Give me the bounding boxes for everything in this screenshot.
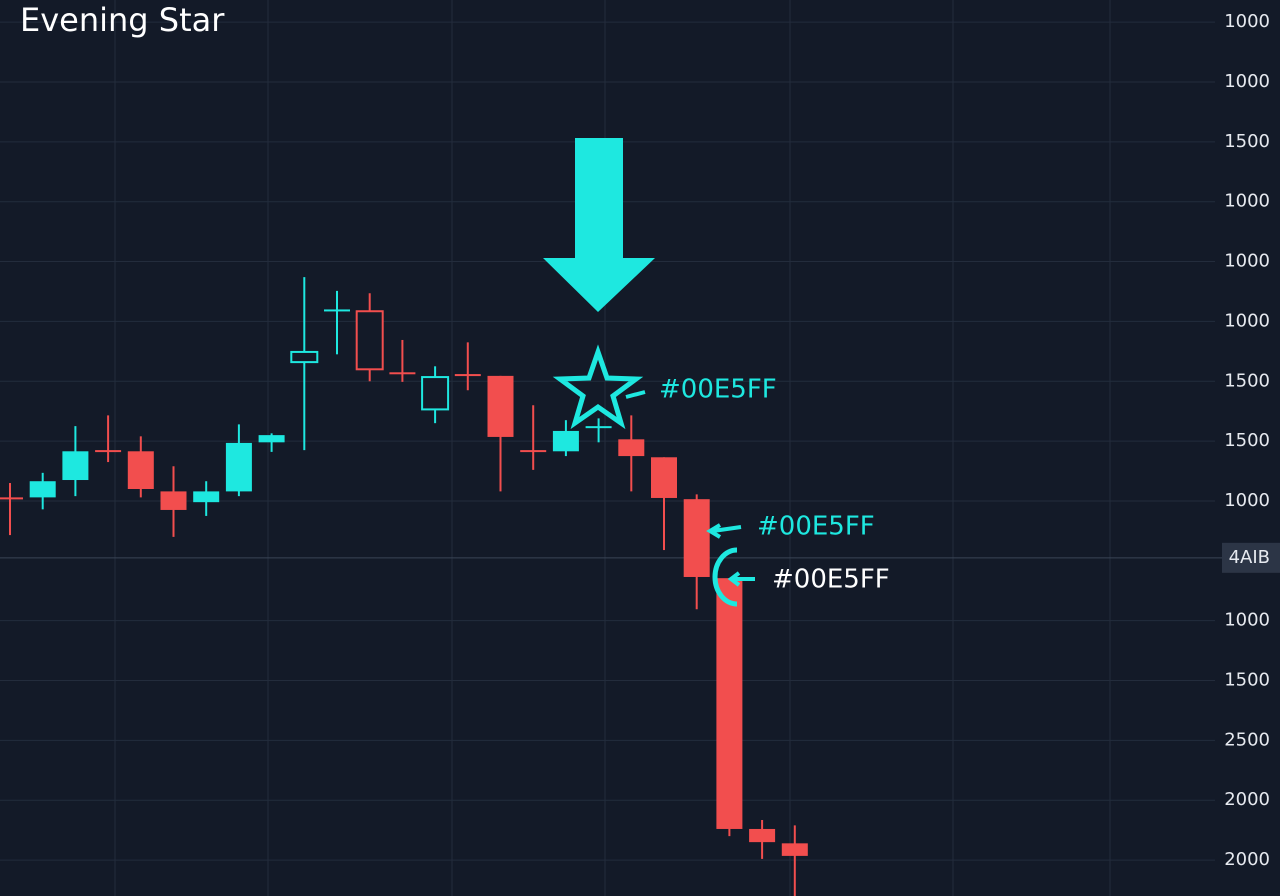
candle-body [160,491,187,510]
pointer-arrow [706,523,742,539]
pointer-arrow [727,571,755,587]
candle-body [355,310,384,371]
y-tick-label: 1500 [1224,370,1270,391]
candle-body [290,350,319,364]
horizontal-grid [0,21,1222,861]
price-marker-box [1222,542,1280,573]
y-tick-label: 1500 [1224,670,1270,691]
candle-body [683,499,710,577]
y-axis: 2000 2000 2500 1500 1000 1000 1500 1500 1000 1000… [1222,11,1280,870]
candle-body [324,309,350,312]
candle-body [225,442,252,492]
annotation: #00E5FF [659,375,777,405]
star-icon [552,344,644,430]
candle-body [421,376,450,411]
candle-body [389,372,416,375]
y-tick-label: 1500 [1224,430,1270,451]
candle-body [552,430,579,452]
candle-body [95,450,122,453]
candle-body [585,426,612,429]
candles [0,277,808,896]
bracket [712,547,738,607]
y-tick-label: 1000 [1224,610,1270,631]
candle-body [618,439,645,457]
price-marker-label: 4AIB [1229,547,1270,568]
candle-body [0,497,23,500]
candle-body [29,481,56,498]
candle-body [749,828,776,843]
candle-body [258,435,285,443]
y-tick-label: 1000 [1224,251,1270,272]
y-tick-label: 1000 [1224,11,1270,32]
candle-body [716,578,743,829]
candle-body [193,491,220,503]
y-tick-label: 2000 [1224,789,1270,810]
candle-body [487,375,514,437]
annotation: #00E5FF [757,512,875,542]
candle-body [62,451,89,481]
y-tick-label: 1000 [1224,490,1270,511]
chart-title: Evening Star [20,1,225,39]
y-tick-label: 1000 [1224,310,1270,331]
y-tick-label: 1000 [1224,71,1270,92]
y-tick-label: 1500 [1224,131,1270,152]
y-tick-label: 2000 [1224,849,1270,870]
annotation: #00E5FF [772,565,890,595]
y-tick-label: 1000 [1224,191,1270,212]
y-tick-label: 2500 [1224,729,1270,750]
candle-body [781,843,808,856]
pointer [625,390,646,399]
down-arrow [543,138,655,312]
candle-body [651,457,677,498]
candle-body [520,450,547,453]
candle-body [454,374,481,377]
candle-body [127,451,154,489]
